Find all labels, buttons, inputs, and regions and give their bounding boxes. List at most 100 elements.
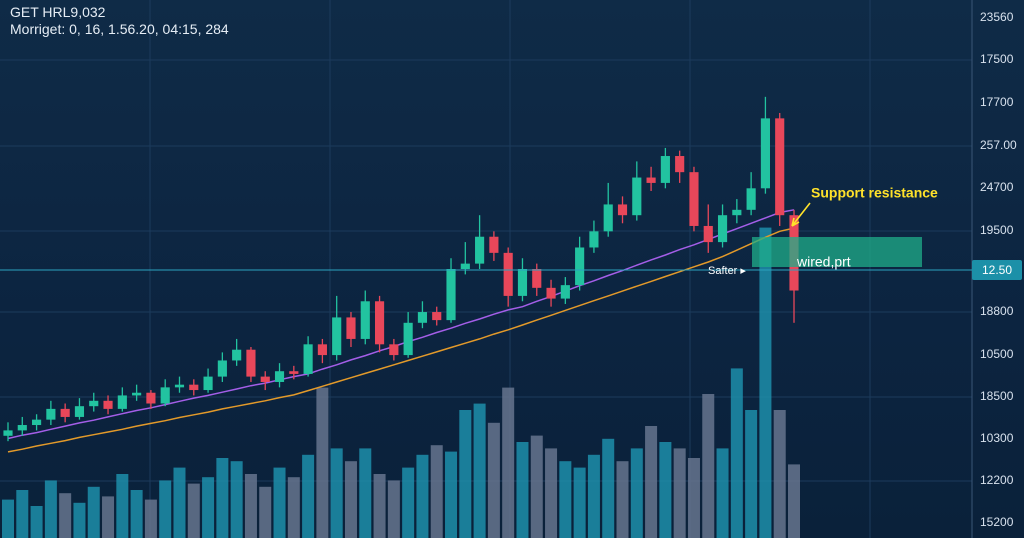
- candle-body: [246, 349, 256, 377]
- candle-body: [532, 269, 542, 288]
- volume-bar: [316, 387, 329, 538]
- price-label: 17500: [980, 52, 1014, 66]
- volume-bar: [630, 448, 643, 538]
- volume-bar: [259, 486, 272, 538]
- volume-bar: [173, 467, 186, 538]
- candle-body: [303, 344, 313, 374]
- volume-bar: [473, 403, 486, 538]
- volume-bar: [344, 461, 357, 538]
- volume-bar: [387, 480, 400, 538]
- candle-body: [360, 301, 370, 339]
- volume-layer: [1, 227, 801, 538]
- candle-body: [346, 317, 356, 339]
- moving-average: [7, 209, 795, 440]
- volume-bar: [1, 499, 15, 538]
- moving-average: [7, 227, 795, 453]
- price-label: 23560: [980, 10, 1014, 24]
- volume-bar: [645, 426, 658, 538]
- moving-average-layer: [7, 209, 795, 453]
- volume-bar: [216, 458, 229, 538]
- candle-body: [560, 285, 570, 299]
- price-label: 257.00: [980, 138, 1017, 152]
- volume-bar: [673, 448, 686, 538]
- volume-bar: [116, 474, 129, 538]
- volume-bar: [730, 368, 743, 538]
- candle-body: [103, 400, 113, 409]
- volume-bar: [530, 435, 543, 538]
- volume-bar: [330, 448, 343, 538]
- volume-bar: [602, 438, 615, 538]
- volume-bar: [159, 480, 172, 538]
- candle-body: [603, 204, 613, 232]
- price-label: 10500: [980, 347, 1014, 361]
- candle-body: [189, 384, 199, 391]
- candle-body: [675, 156, 685, 173]
- candle-body: [174, 384, 185, 388]
- candle-body: [503, 252, 513, 296]
- candle-body: [389, 344, 399, 356]
- volume-bar: [616, 461, 629, 538]
- candle-body: [689, 172, 699, 226]
- candle-body: [374, 301, 385, 345]
- candle-body: [589, 231, 599, 248]
- candle-body: [332, 317, 342, 356]
- marker-label: Safter ▸: [708, 265, 746, 277]
- candle-body: [260, 376, 270, 382]
- price-tag: 12.50: [982, 263, 1012, 277]
- price-label: 12200: [980, 473, 1014, 487]
- volume-bar: [459, 410, 472, 538]
- volume-bar: [302, 454, 315, 538]
- volume-bar: [573, 467, 586, 538]
- volume-bar: [73, 502, 86, 538]
- volume-bar: [30, 506, 43, 538]
- candle-body: [289, 371, 299, 374]
- volume-bar: [373, 474, 386, 538]
- candle-body: [660, 156, 670, 183]
- zone-box: [752, 237, 922, 267]
- volume-bar: [687, 458, 700, 538]
- candle-body: [417, 312, 428, 323]
- zone-label: wired,prt: [796, 254, 851, 270]
- candle-body: [74, 406, 85, 417]
- volume-bar: [230, 461, 243, 538]
- price-label: 18500: [980, 389, 1014, 403]
- support-label: Support resistance: [811, 185, 938, 201]
- symbol: GET HRL9,032: [10, 4, 106, 20]
- candle-body: [60, 408, 70, 417]
- price-label: 17700: [980, 95, 1014, 109]
- candle-body: [203, 376, 213, 391]
- volume-bar: [287, 477, 300, 538]
- candle-body: [703, 225, 713, 243]
- candle-body: [617, 204, 628, 216]
- candle-body: [746, 188, 756, 210]
- volume-bar: [716, 448, 729, 538]
- candle-body: [446, 269, 456, 321]
- support-arrow: [791, 202, 811, 227]
- price-tag-box: [972, 260, 1022, 280]
- volume-bar: [773, 410, 786, 538]
- volume-bar: [273, 467, 286, 538]
- volume-bar: [516, 442, 529, 538]
- candle-body: [760, 118, 770, 189]
- candle-body: [132, 392, 142, 396]
- volume-bar: [16, 490, 29, 538]
- candle-body: [232, 349, 242, 361]
- candle-body: [460, 263, 470, 269]
- candle-body: [403, 322, 413, 356]
- volume-bar: [187, 483, 200, 538]
- volume-bar: [445, 451, 458, 538]
- candle-body: [517, 269, 528, 296]
- candle-body: [775, 118, 785, 216]
- candle-body: [575, 247, 585, 286]
- volume-bar: [787, 464, 801, 538]
- candle-body: [89, 400, 99, 407]
- candle-body: [732, 209, 742, 216]
- candle-body: [317, 344, 327, 356]
- volume-bar: [502, 387, 515, 538]
- candle-body: [32, 419, 42, 426]
- candle-body: [632, 177, 642, 216]
- candle-body: [646, 177, 656, 183]
- volume-bar: [545, 448, 558, 538]
